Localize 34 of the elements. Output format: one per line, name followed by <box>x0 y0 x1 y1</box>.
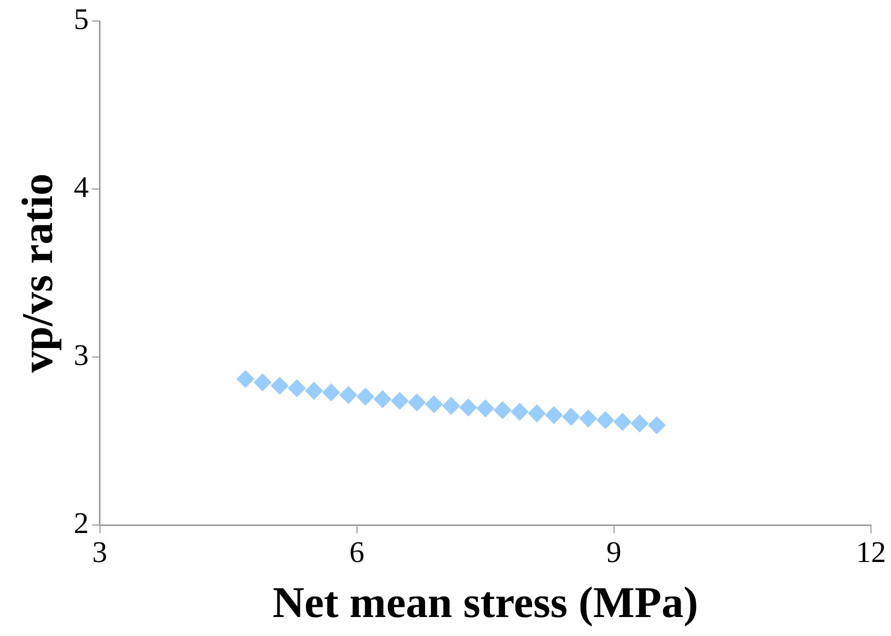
point <box>442 396 460 415</box>
point <box>528 404 546 422</box>
y-tick-label: 5 <box>74 2 89 36</box>
y-tick-label: 3 <box>74 339 89 372</box>
point <box>544 406 563 424</box>
y-tick-label: 2 <box>74 507 89 540</box>
point <box>562 408 580 426</box>
point <box>510 402 529 421</box>
point <box>288 379 306 398</box>
x-tick-label: 6 <box>349 536 364 570</box>
point <box>322 383 340 402</box>
x-axis-title: Net mean stress (MPa) <box>272 578 698 627</box>
y-axis-title: vp/vs ratio <box>12 173 62 373</box>
point <box>476 399 494 418</box>
point <box>339 386 358 404</box>
x-tick-label: 9 <box>606 536 622 570</box>
x-tick-label: 12 <box>856 536 886 570</box>
point <box>424 395 443 414</box>
point <box>374 390 392 408</box>
point <box>614 412 632 431</box>
point <box>254 373 272 392</box>
point <box>270 376 289 395</box>
point <box>390 392 409 410</box>
point <box>408 394 426 412</box>
point <box>648 416 666 434</box>
point <box>596 411 614 430</box>
point <box>356 388 374 406</box>
point <box>305 382 324 400</box>
point <box>459 398 478 417</box>
point <box>494 401 512 420</box>
point <box>630 414 649 433</box>
y-tick-label: 4 <box>74 170 89 204</box>
point <box>236 370 254 388</box>
point <box>579 409 598 428</box>
